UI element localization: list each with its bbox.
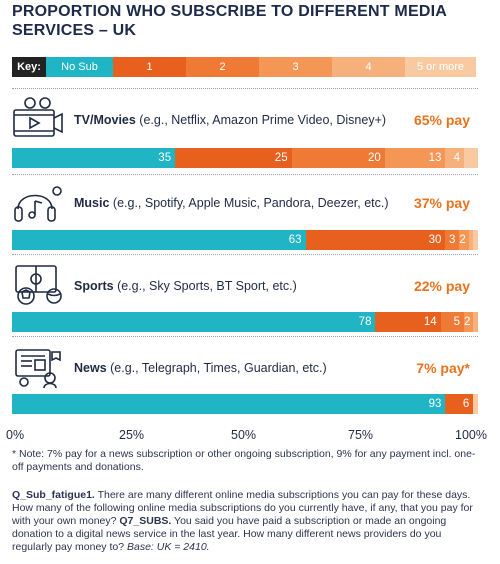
bar-segment — [175, 148, 293, 168]
legend-item: 2 — [186, 57, 259, 77]
sports-icon — [15, 265, 62, 305]
data-label: 25 — [274, 152, 288, 164]
question-text: Q_Sub_fatigue1. There are many different… — [12, 489, 482, 554]
stacked-bar: 35 25 20 13 4 — [12, 148, 479, 168]
legend-label: Key: — [12, 57, 46, 77]
pay-percent: 65% pay — [413, 112, 470, 128]
pay-percent: 37% pay — [413, 195, 470, 211]
bar-segment — [375, 312, 442, 332]
bar-segment — [445, 394, 474, 414]
news-icon — [15, 349, 61, 388]
axis-tick-label: 0% — [6, 428, 25, 442]
bar-segment — [12, 312, 376, 332]
axis-tick-label: 25% — [119, 428, 145, 442]
bar-segment — [12, 148, 176, 168]
legend-item: 4 — [332, 57, 405, 77]
axis-tick-label: 75% — [348, 428, 374, 442]
axis-tick-label: 100% — [455, 428, 487, 442]
data-label: 2 — [459, 234, 466, 246]
tv-movies-icon — [13, 97, 63, 137]
bar-segment — [445, 230, 460, 250]
question-code: Q7_SUBS. — [119, 515, 172, 527]
data-label: 2 — [464, 316, 471, 328]
data-label: 6 — [462, 398, 470, 410]
category-examples: (e.g., Netflix, Amazon Prime Video, Disn… — [135, 113, 387, 127]
bar-segment — [473, 312, 479, 332]
stacked-bar: 63 30 3 2 — [12, 230, 479, 250]
data-label: 35 — [158, 152, 172, 164]
category-label-news: News (e.g., Telegraph, Times, Guardian, … — [74, 361, 327, 375]
divider — [12, 174, 478, 175]
footnote: * Note: 7% pay for a news subscription o… — [12, 448, 476, 473]
chart-title: PROPORTION WHO SUBSCRIBE TO DIFFERENT ME… — [12, 3, 447, 39]
data-label: 20 — [367, 152, 381, 164]
data-label: 4 — [453, 152, 460, 164]
category-name: Music — [74, 196, 110, 210]
data-label: 5 — [453, 316, 461, 328]
data-label: 13 — [428, 152, 442, 164]
pay-percent: 7% pay* — [416, 360, 470, 376]
axis-tick-label: 50% — [231, 428, 257, 442]
data-label: 14 — [423, 316, 437, 328]
legend-item: No Sub — [46, 57, 113, 77]
bar-segment — [468, 230, 474, 250]
stacked-bar: 93 6 — [12, 394, 479, 414]
data-label: 3 — [448, 234, 456, 246]
bar-segment — [12, 394, 446, 414]
base-note: Base: UK = 2410. — [126, 541, 210, 553]
divider — [12, 88, 478, 89]
bar-segment — [473, 394, 479, 414]
data-label: 30 — [428, 234, 442, 246]
stacked-bar: 78 14 5 2 — [12, 312, 479, 332]
bar-segment — [291, 148, 386, 168]
category-name: Sports — [74, 279, 114, 293]
legend: Key: No Sub 1 2 3 4 5 or more — [12, 57, 478, 77]
legend-item: 5 or more — [405, 57, 476, 77]
divider — [12, 254, 478, 255]
bar-segment — [459, 230, 470, 250]
bar-segment — [464, 312, 474, 332]
music-icon — [14, 186, 62, 222]
divider — [12, 336, 478, 337]
bar-segment — [440, 312, 465, 332]
category-label-music: Music (e.g., Spotify, Apple Music, Pando… — [74, 196, 389, 210]
pay-percent: 22% pay — [413, 278, 470, 294]
legend-item: 1 — [113, 57, 186, 77]
category-name: TV/Movies — [74, 113, 136, 127]
question-body: You said you have paid a subscription or… — [12, 515, 447, 553]
legend-item: 3 — [259, 57, 332, 77]
data-label: 78 — [358, 316, 372, 328]
category-label-tv-movies: TV/Movies (e.g., Netflix, Amazon Prime V… — [74, 113, 386, 127]
data-label: 63 — [288, 234, 302, 246]
bar-segment — [305, 230, 446, 250]
bar-segment — [384, 148, 446, 168]
bar-segment — [464, 148, 479, 168]
category-label-sports: Sports (e.g., Sky Sports, BT Sport, etc.… — [74, 279, 297, 293]
question-body: There are many different online media su… — [12, 489, 473, 527]
category-examples: (e.g., Sky Sports, BT Sport, etc.) — [113, 279, 297, 293]
category-examples: (e.g., Telegraph, Times, Guardian, etc.) — [106, 361, 327, 375]
category-name: News — [74, 361, 107, 375]
category-examples: (e.g., Spotify, Apple Music, Pandora, De… — [109, 196, 389, 210]
bar-segment — [445, 148, 465, 168]
bar-segment — [473, 230, 479, 250]
question-code: Q_Sub_fatigue1. — [12, 489, 95, 501]
data-label: 93 — [428, 398, 442, 410]
bar-segment — [12, 230, 307, 250]
